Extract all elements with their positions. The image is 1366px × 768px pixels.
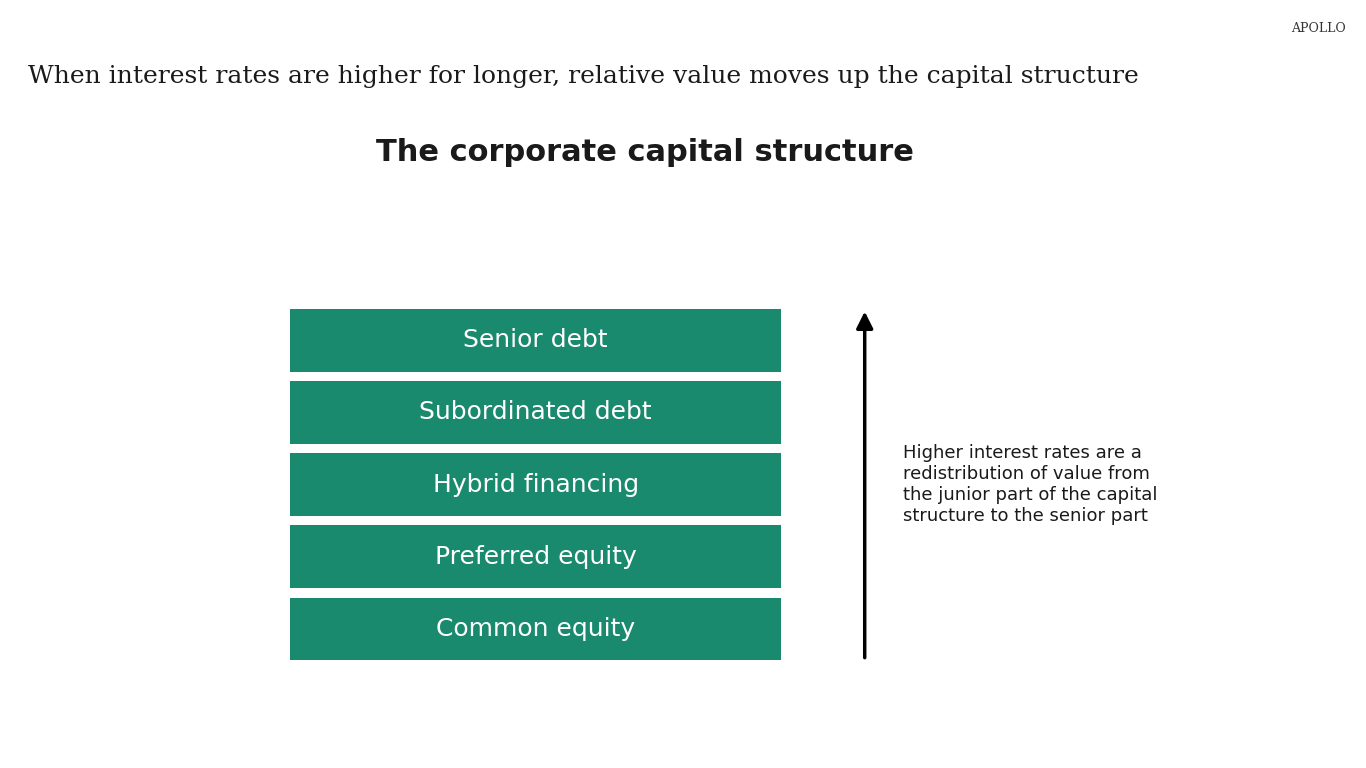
Text: Common equity: Common equity <box>436 617 635 641</box>
FancyBboxPatch shape <box>291 598 781 660</box>
Text: Higher interest rates are a
redistribution of value from
the junior part of the : Higher interest rates are a redistributi… <box>903 445 1158 525</box>
Text: Hybrid financing: Hybrid financing <box>433 472 639 497</box>
FancyBboxPatch shape <box>291 525 781 588</box>
Text: APOLLO: APOLLO <box>1291 22 1346 35</box>
FancyBboxPatch shape <box>291 381 781 444</box>
Text: Subordinated debt: Subordinated debt <box>419 400 652 425</box>
Text: Preferred equity: Preferred equity <box>434 545 637 569</box>
Text: When interest rates are higher for longer, relative value moves up the capital s: When interest rates are higher for longe… <box>29 65 1139 88</box>
Text: Senior debt: Senior debt <box>463 328 608 353</box>
FancyBboxPatch shape <box>291 453 781 516</box>
FancyBboxPatch shape <box>291 309 781 372</box>
Text: The corporate capital structure: The corporate capital structure <box>377 138 914 167</box>
